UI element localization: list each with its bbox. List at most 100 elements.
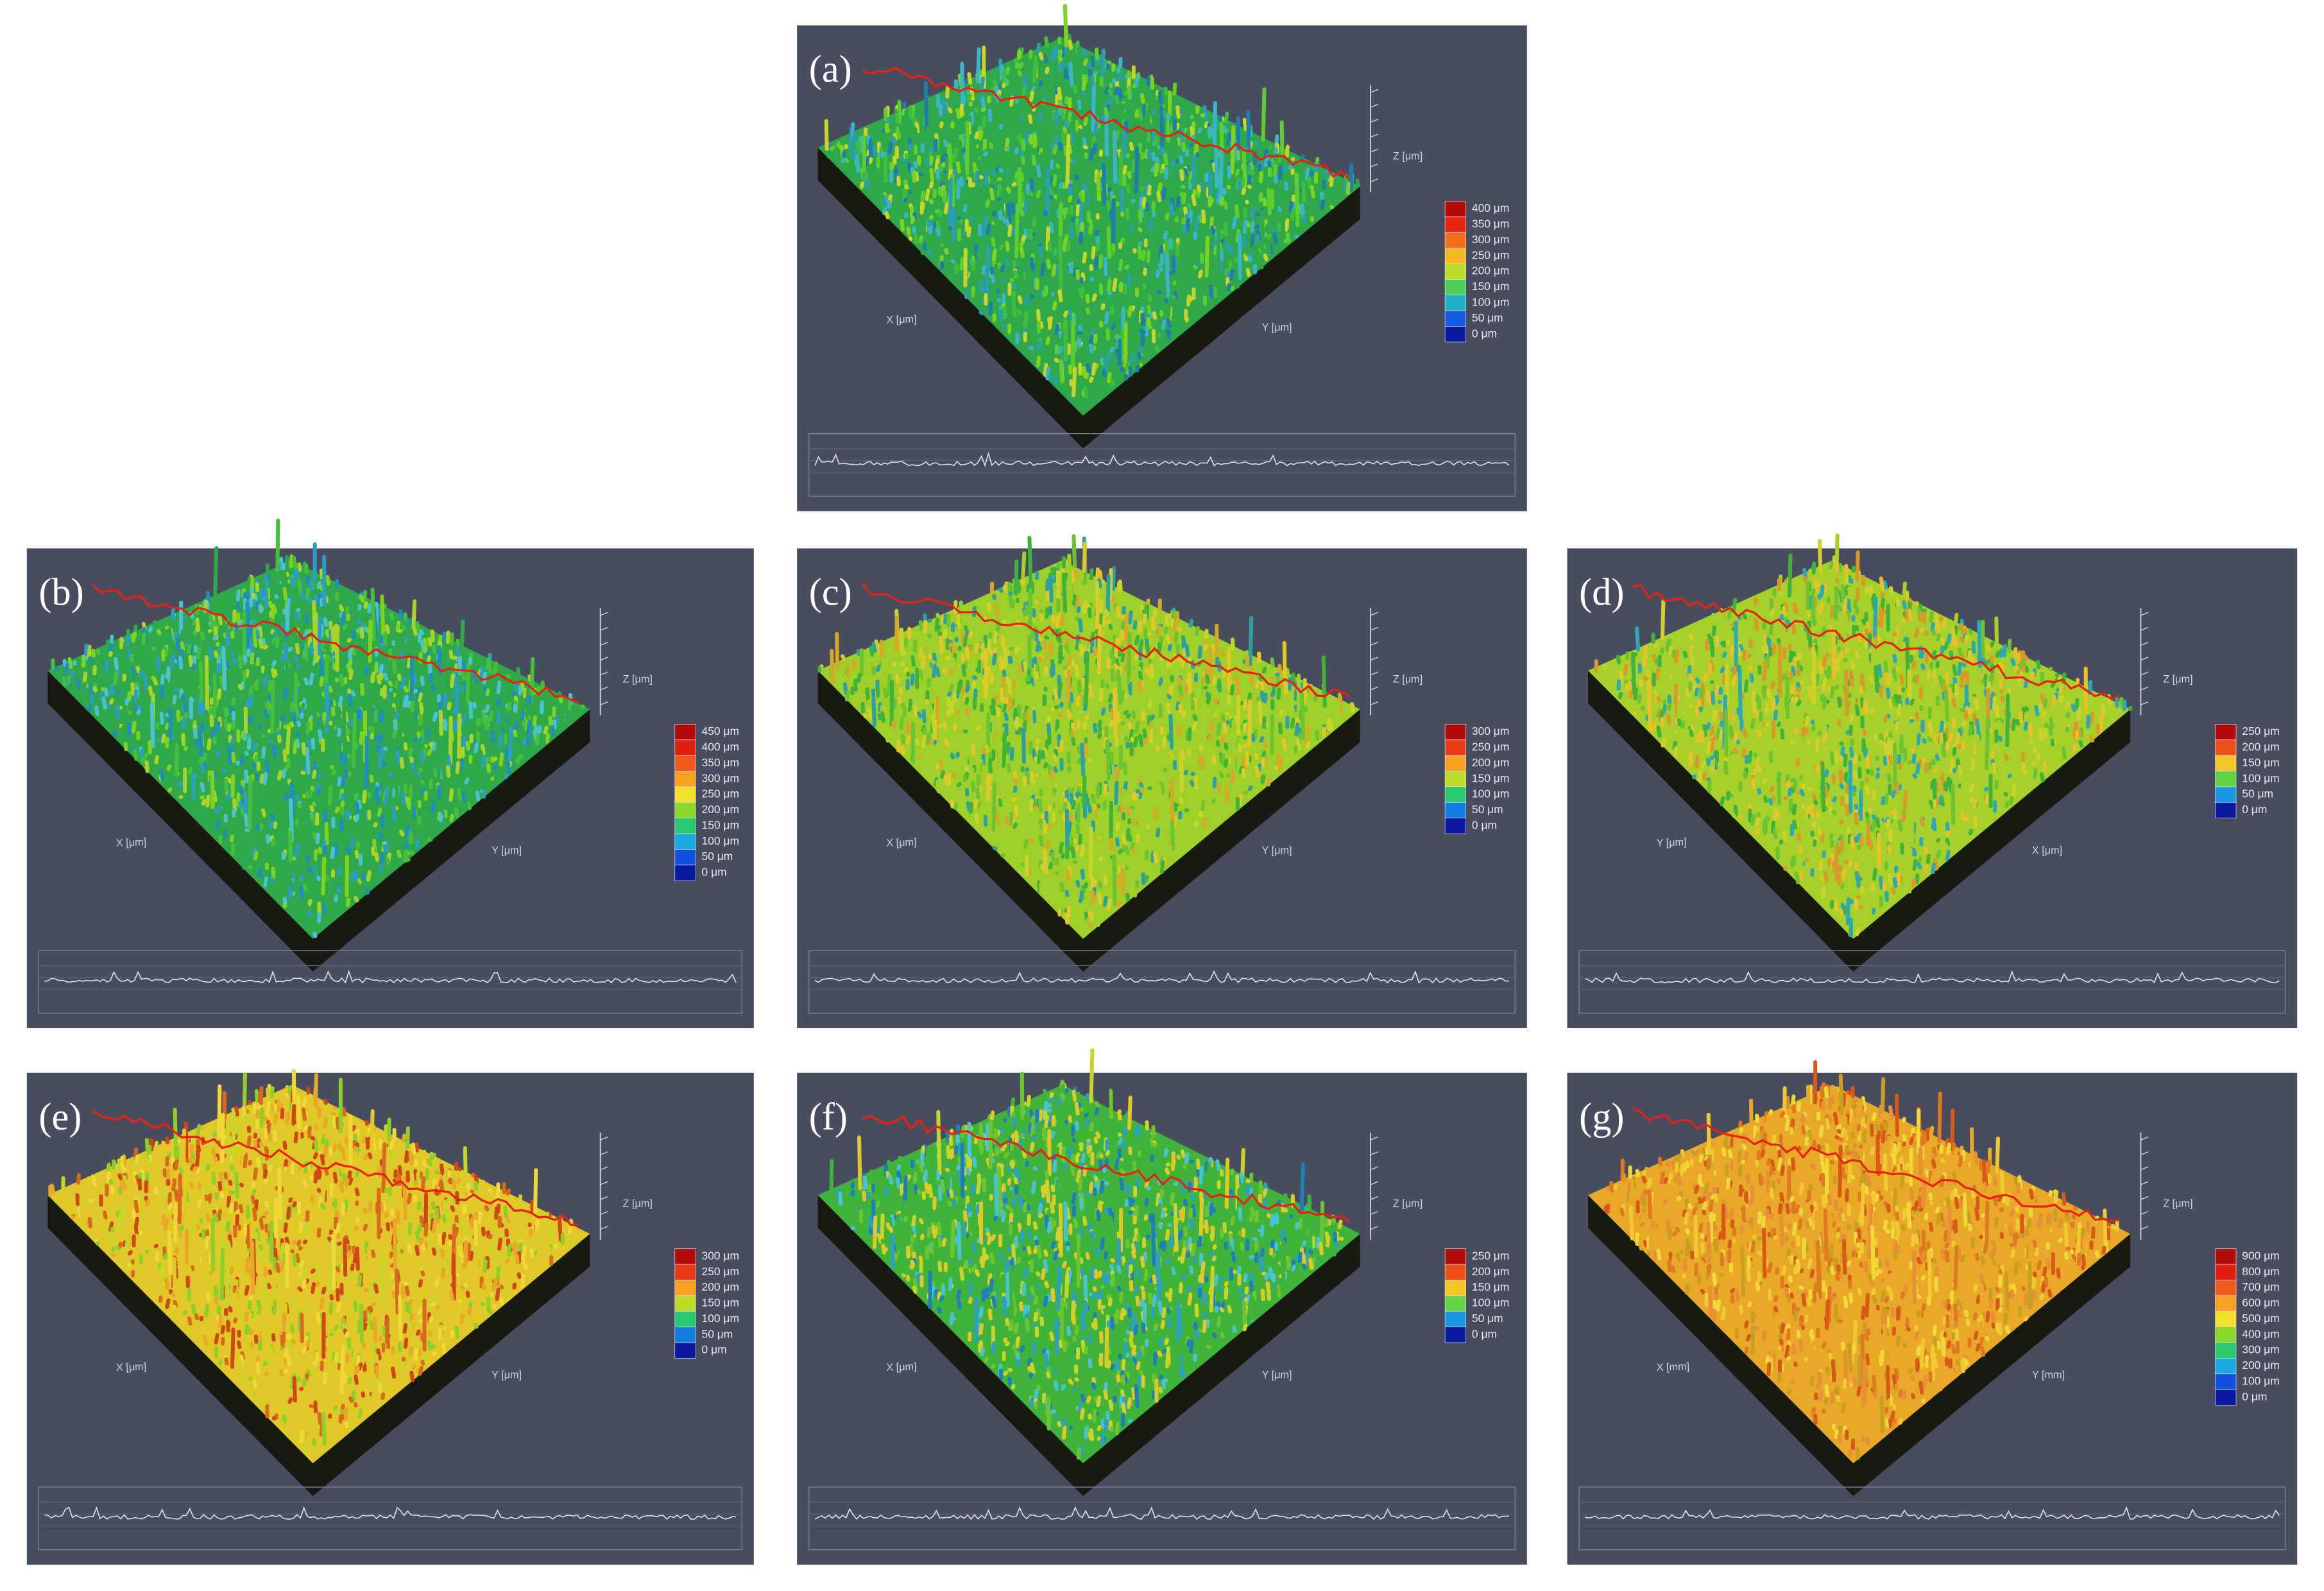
surface-spike [258, 638, 264, 649]
surface-spike [1040, 863, 1045, 870]
surface-spike [496, 710, 502, 725]
surface-spike [1064, 669, 1070, 678]
surface-spike [244, 669, 250, 678]
surface-spike [1143, 737, 1149, 746]
surface-spike [939, 770, 945, 779]
surface-spike [1047, 723, 1052, 737]
surface-spike [307, 866, 312, 873]
surface-spike [443, 693, 448, 707]
surface-spike [1023, 198, 1029, 213]
surface-spike [314, 662, 320, 673]
surface-spike [216, 663, 221, 675]
surface-spike [1124, 797, 1129, 804]
y-axis-label: Y [μm] [491, 845, 522, 856]
surface-spike [1175, 105, 1181, 119]
surface-spike [935, 780, 941, 794]
surface-spike [1337, 692, 1343, 704]
surface-spike [420, 779, 425, 785]
surface-spike [1238, 723, 1243, 732]
surface-spike [1202, 644, 1208, 651]
surface-spike [1261, 87, 1267, 142]
surface-spike [199, 660, 204, 709]
surface-spike [905, 735, 911, 745]
surface-spike [1107, 693, 1113, 703]
surface-spike [295, 569, 300, 579]
surface-spike [1152, 777, 1158, 789]
surface-spike [950, 657, 955, 670]
surface-spike [1218, 147, 1224, 202]
surface-spike [235, 589, 241, 601]
surface-spike [1089, 568, 1094, 581]
surface-spike [1208, 734, 1213, 741]
surface-spike [1188, 142, 1193, 148]
surface-spike [354, 814, 360, 823]
surface-spike [1089, 277, 1095, 282]
surface-spike [925, 188, 930, 202]
surface-spike [1076, 802, 1081, 823]
surface-spike [370, 726, 375, 735]
surface-spike [303, 642, 309, 662]
surface-spike [1206, 692, 1211, 705]
surface-spike [1088, 684, 1093, 698]
surface-spike [370, 671, 376, 684]
surface-spike [340, 612, 346, 626]
surface-spike [981, 746, 987, 757]
surface-spike [1270, 160, 1276, 168]
surface-spike [1985, 681, 1992, 690]
surface-spike [1039, 152, 1044, 163]
surface-spike [133, 689, 139, 702]
surface-spike [1182, 648, 1187, 657]
surface-spike [1014, 147, 1020, 155]
surface-spike [991, 653, 997, 666]
surface-spike [246, 688, 252, 696]
surface-spike [1096, 914, 1102, 927]
surface-spike [272, 746, 278, 759]
surface-spike [1110, 379, 1115, 387]
surface-spike [331, 769, 337, 776]
legend-label: 50 μm [1472, 803, 1503, 816]
surface-spike [2018, 692, 2023, 702]
surface-spike [1822, 582, 1828, 592]
surface-spike [308, 578, 314, 593]
surface-spike [378, 865, 383, 873]
surface-spike [1868, 675, 1874, 684]
surface-spike [1133, 886, 1138, 898]
surface-spike [337, 776, 342, 787]
surface-spike [944, 739, 950, 748]
profile-trace [814, 452, 1510, 467]
surface-spike [900, 628, 904, 656]
surface-spike [1059, 881, 1064, 892]
surface-spike [1057, 37, 1062, 45]
surface-spike [1217, 783, 1222, 794]
surface-spike [482, 671, 488, 685]
surface-spike [967, 160, 972, 175]
surface-spike [871, 641, 877, 653]
surface-spike [1142, 614, 1148, 624]
surface-spike [1188, 619, 1194, 628]
surface-spike [239, 705, 244, 716]
surface-spike [249, 627, 254, 635]
surface-spike [1029, 90, 1034, 102]
surface-spike [493, 661, 499, 676]
surface-spike [1134, 105, 1139, 110]
surface-spike [1854, 650, 1860, 660]
surface-spike [264, 760, 270, 774]
surface-spike [1038, 798, 1043, 813]
surface-spike [172, 694, 177, 705]
surface-spike [160, 673, 165, 688]
surface-spike [1288, 163, 1294, 170]
surface-spike [475, 730, 481, 743]
y-axis-label: Y [μm] [1262, 845, 1292, 856]
surface-spike [260, 665, 265, 674]
surface-spike [1054, 344, 1059, 355]
surface-spike [1158, 263, 1163, 272]
legend-label: 50 μm [1472, 311, 1503, 324]
surface-spike [1066, 668, 1072, 703]
surface-spike [223, 623, 229, 636]
legend-label: 50 μm [702, 850, 733, 863]
surface-spike [475, 790, 481, 802]
surface-spike [124, 697, 130, 706]
surface-spike [1128, 366, 1133, 377]
surface-spike [1129, 842, 1135, 851]
